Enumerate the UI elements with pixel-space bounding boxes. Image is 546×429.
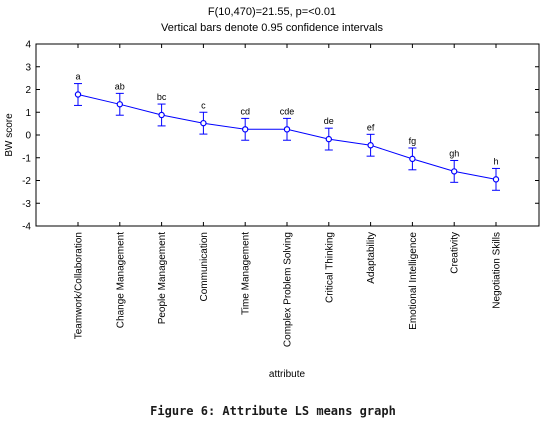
group-annotation: ab [115, 81, 125, 91]
x-tick-label: Change Management [115, 232, 126, 328]
y-axis: -4 -3 -2 -1 0 1 2 3 4 [22, 40, 539, 233]
data-point [409, 155, 416, 163]
x-axis: Teamwork/Collaboration Change Management P… [74, 44, 503, 347]
y-tick-label: -1 [22, 153, 31, 164]
group-annotation: de [324, 116, 334, 126]
figure-caption: Figure 6: Attribute LS means graph [150, 404, 396, 418]
x-tick-label: Adaptability [366, 232, 377, 284]
group-annotation: bc [157, 92, 167, 102]
y-tick-label: 1 [25, 108, 31, 119]
group-annotation: cde [280, 106, 295, 116]
x-tick-label: Creativity [450, 232, 461, 274]
data-point [74, 91, 82, 98]
x-tick-label: Teamwork/Collaboration [74, 232, 85, 339]
group-annotation: c [201, 100, 206, 110]
data-point [200, 119, 207, 127]
x-tick-label: Communication [199, 232, 210, 301]
data-point [158, 111, 165, 119]
data-point [325, 135, 332, 143]
data-point [283, 126, 291, 133]
data-point [451, 168, 458, 175]
y-tick-label: 3 [25, 62, 31, 73]
data-point [367, 142, 374, 149]
y-tick-label: 0 [25, 131, 31, 142]
y-tick-label: -2 [22, 176, 31, 187]
data-point [241, 126, 249, 133]
group-annotation: ef [367, 122, 375, 132]
x-tick-label: Critical Thinking [324, 232, 335, 303]
data-point [116, 101, 124, 108]
x-tick-label: Complex Problem Solving [283, 232, 294, 347]
x-tick-label: People Management [157, 232, 168, 325]
group-annotation: fg [409, 136, 417, 146]
data-point [492, 176, 500, 183]
y-tick-label: 4 [25, 40, 31, 51]
x-tick-label: Negotiation Skills [492, 232, 503, 309]
x-tick-label: Time Management [241, 232, 252, 315]
x-axis-label: attribute [269, 369, 306, 380]
data-points [74, 91, 500, 183]
chart-title: F(10,470)=21.55, p=<0.01 [208, 6, 336, 18]
x-tick-label: Emotional Intelligence [408, 232, 419, 330]
chart-subtitle: Vertical bars denote 0.95 confidence int… [161, 22, 383, 34]
y-tick-label: -4 [22, 222, 31, 233]
y-axis-label: BW score [4, 113, 15, 157]
group-annotation: h [493, 156, 498, 166]
group-annotation: gh [449, 148, 459, 158]
group-annotation: a [75, 72, 80, 82]
group-annotations: a ab bc c cd cde de ef fg gh h [75, 72, 498, 167]
y-tick-label: -3 [22, 199, 31, 210]
y-tick-label: 2 [25, 85, 31, 96]
group-annotation: cd [240, 106, 250, 116]
